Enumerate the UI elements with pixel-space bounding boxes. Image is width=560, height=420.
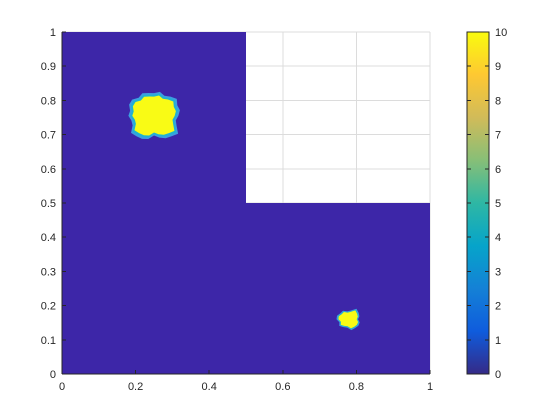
x-axis-ticks: 0 0.2 0.4 0.6 0.8 1 — [59, 370, 433, 393]
x-tick-label: 0.8 — [349, 381, 364, 393]
y-tick-label: 1 — [50, 27, 56, 39]
colorbar-tick-label: 3 — [495, 266, 501, 278]
y-tick-label: 0.7 — [41, 130, 56, 142]
y-tick-label: 0.3 — [41, 266, 56, 278]
colorbar-tick-label: 0 — [495, 369, 501, 381]
colorbar-tick-label: 7 — [495, 130, 501, 142]
y-tick-label: 0.5 — [41, 198, 56, 210]
colorbar: 0 1 2 3 4 5 6 7 8 9 10 — [466, 27, 507, 381]
peak-core — [132, 95, 176, 136]
colorbar-ticks: 0 1 2 3 4 5 6 7 8 9 10 — [467, 27, 507, 381]
colorbar-tick-label: 2 — [495, 301, 501, 313]
y-tick-label: 0.6 — [41, 164, 56, 176]
x-tick-label: 0.4 — [202, 381, 217, 393]
y-tick-label: 0.8 — [41, 95, 56, 107]
x-tick-label: 0.6 — [275, 381, 290, 393]
colorbar-tick-label: 4 — [495, 232, 501, 244]
y-tick-label: 0.1 — [41, 335, 56, 347]
peak-core — [338, 310, 359, 329]
y-axis-ticks: 0 0.1 0.2 0.3 0.4 0.5 0.6 0.7 0.8 0.9 1 — [41, 27, 66, 381]
colorbar-tick-label: 10 — [495, 27, 507, 39]
y-tick-label: 0.9 — [41, 61, 56, 73]
x-tick-label: 1 — [427, 381, 433, 393]
y-tick-label: 0.2 — [41, 301, 56, 313]
colorbar-tick-label: 5 — [495, 198, 501, 210]
colorbar-tick-label: 6 — [495, 164, 501, 176]
colorbar-tick-label: 9 — [495, 61, 501, 73]
colorbar-tick-label: 8 — [495, 95, 501, 107]
peaks — [128, 91, 360, 331]
plot-axes: 0 0.2 0.4 0.6 0.8 1 0 0.1 0.2 0.3 0.4 0.5 0.6 0.7 0.8… — [41, 27, 433, 393]
y-tick-label: 0 — [50, 369, 56, 381]
colorbar-tick-label: 1 — [495, 335, 501, 347]
x-tick-label: 0.2 — [128, 381, 143, 393]
y-tick-label: 0.4 — [41, 232, 56, 244]
colorbar-bar — [467, 32, 489, 374]
x-tick-label: 0 — [59, 381, 65, 393]
